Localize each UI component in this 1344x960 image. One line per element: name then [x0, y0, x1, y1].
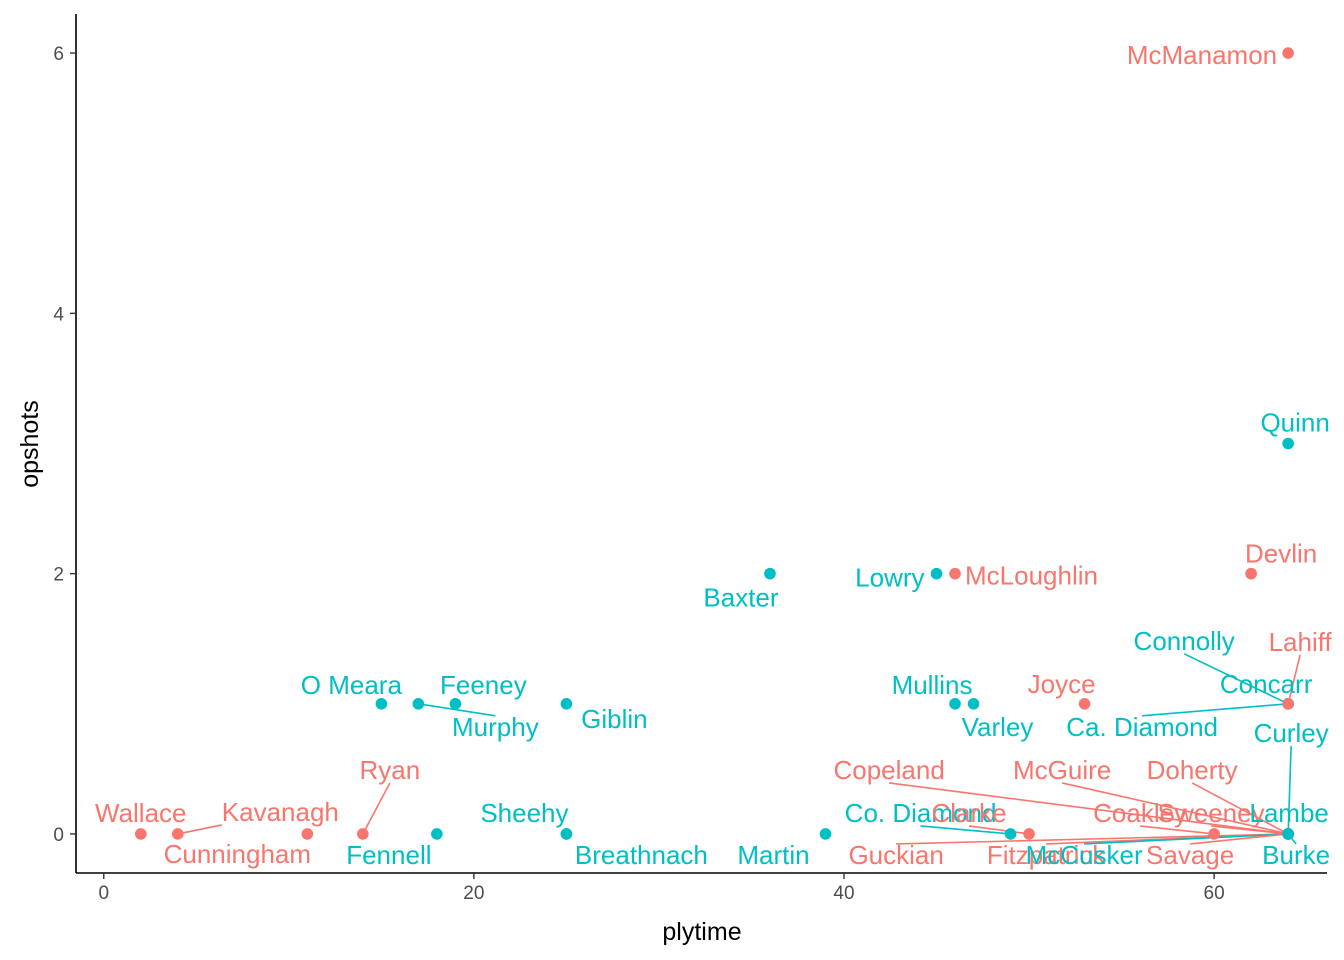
- data-point-baxter: [764, 567, 776, 580]
- point-label-mullins: Mullins: [892, 670, 973, 700]
- point-label-fitzpatrick: Fitzpatrick: [987, 840, 1106, 870]
- point-label-lowry: Lowry: [855, 563, 924, 593]
- point-label-kavanagh: Kavanagh: [222, 797, 339, 827]
- leader-line-savage: [1190, 833, 1289, 845]
- y-tick-label: 0: [53, 825, 64, 846]
- x-tick-label: 40: [833, 883, 854, 904]
- point-label-baxter: Baxter: [703, 583, 778, 613]
- leader-line-ca-diamond: [1142, 703, 1289, 717]
- point-label-burke: Burke: [1262, 840, 1330, 870]
- point-label-devlin: Devlin: [1245, 539, 1317, 569]
- point-labels: Wallace Kavanagh Cunningham Ryan Fennell Shee…: [95, 40, 1332, 870]
- point-label-copeland: Copeland: [833, 755, 944, 785]
- point-label-murphy: Murphy: [452, 712, 539, 742]
- leader-line-guckian: [896, 833, 1289, 845]
- data-points: [134, 47, 1294, 840]
- data-point-breathnach: [560, 828, 573, 840]
- data-point-mullins: [949, 698, 961, 710]
- point-label-martin: Martin: [737, 840, 809, 870]
- y-axis-title: opshots: [16, 400, 44, 488]
- data-point-varley: [967, 698, 980, 710]
- y-tick-label: 4: [53, 304, 64, 325]
- leader-line-ryan: [362, 782, 391, 835]
- data-point-joyce: [1078, 698, 1091, 710]
- data-point-co-diamond: [1004, 828, 1017, 840]
- point-label-giblin: Giblin: [581, 704, 647, 734]
- data-point-quinn: [1282, 437, 1294, 450]
- point-label-lahiff: Lahiff: [1269, 627, 1333, 657]
- point-label-ryan: Ryan: [359, 755, 420, 785]
- data-point-devlin: [1245, 567, 1257, 580]
- point-label-sheehy: Sheehy: [480, 798, 568, 828]
- leader-line-clarke: [968, 825, 1030, 835]
- point-label-breathnach: Breathnach: [575, 840, 708, 870]
- data-point-o-meara: [375, 698, 388, 710]
- leader-line-doherty: [1191, 782, 1289, 835]
- leader-line-lahiff: [1287, 654, 1301, 704]
- point-label-connolly: Connolly: [1134, 626, 1235, 656]
- label-leader-lines: [177, 653, 1301, 845]
- data-point-curley: [1282, 828, 1294, 840]
- leader-line-mcguire: [1061, 782, 1289, 835]
- leader-line-connolly: [1183, 653, 1289, 705]
- data-point-cunningham: [301, 828, 314, 840]
- x-tick-label: 0: [98, 883, 109, 904]
- leader-line-co-diamond: [920, 825, 1011, 835]
- point-label-quinn: Quinn: [1260, 408, 1329, 438]
- leader-line-murphy: [418, 703, 496, 717]
- data-point-giblin: [560, 698, 573, 710]
- point-label-concarr: Concarr: [1220, 669, 1313, 699]
- point-label-coakley: Coakley: [1093, 798, 1187, 828]
- x-axis-title: plytime: [662, 918, 741, 946]
- point-label-lambe: Lambe: [1249, 798, 1329, 828]
- leader-line-sweeney: [1211, 825, 1289, 835]
- data-point-martin: [819, 828, 832, 840]
- leader-line-mccusker: [1084, 833, 1289, 845]
- point-label-savage: Savage: [1146, 840, 1234, 870]
- data-point-mcmanamon: [1282, 47, 1294, 59]
- data-point-feeney: [449, 698, 462, 710]
- data-point-lowry: [930, 567, 943, 580]
- leader-line-coakley: [1140, 825, 1215, 835]
- point-label-cunningham: Cunningham: [164, 839, 311, 869]
- point-label-fennell: Fennell: [346, 840, 431, 870]
- data-point-ryan: [357, 828, 369, 840]
- point-label-co-diamond: Co. Diamond: [845, 798, 997, 828]
- data-point-coakley: [1208, 828, 1220, 840]
- x-tick-label: 20: [463, 883, 484, 904]
- point-label-joyce: Joyce: [1028, 669, 1096, 699]
- data-point-kavanagh: [171, 828, 184, 840]
- data-point-mcloughlin: [949, 567, 961, 580]
- point-label-feeney: Feeney: [440, 670, 527, 700]
- leader-line-curley: [1287, 745, 1292, 834]
- data-point-murphy: [412, 698, 425, 710]
- x-tick-label: 60: [1204, 883, 1225, 904]
- point-label-mcmanamon: McManamon: [1127, 40, 1277, 70]
- point-label-mccusker: McCusker: [1026, 840, 1143, 870]
- point-label-doherty: Doherty: [1147, 755, 1238, 785]
- leader-line-copeland: [889, 782, 1289, 835]
- point-label-sweeney: Sweeney: [1158, 798, 1265, 828]
- data-point-clarke: [1023, 828, 1035, 840]
- axes: 0 20 40 60 0 2 4 6: [53, 14, 1327, 904]
- point-label-mcloughlin: McLoughlin: [965, 561, 1098, 591]
- point-label-curley: Curley: [1254, 718, 1329, 748]
- y-tick-label: 2: [53, 565, 64, 586]
- point-label-mcguire: McGuire: [1013, 755, 1111, 785]
- point-label-ca-diamond: Ca. Diamond: [1066, 712, 1218, 742]
- y-tick-label: 6: [53, 44, 64, 65]
- point-label-guckian: Guckian: [848, 840, 943, 870]
- point-label-wallace: Wallace: [95, 798, 187, 828]
- point-label-clarke: Clarke: [931, 798, 1006, 828]
- point-label-varley: Varley: [962, 712, 1034, 742]
- point-label-o-meara: O Meara: [301, 670, 403, 700]
- leader-line-kavanagh: [177, 824, 222, 835]
- data-point-lahiff: [1282, 698, 1294, 710]
- data-point-wallace: [134, 828, 147, 840]
- data-point-fennell: [431, 828, 443, 840]
